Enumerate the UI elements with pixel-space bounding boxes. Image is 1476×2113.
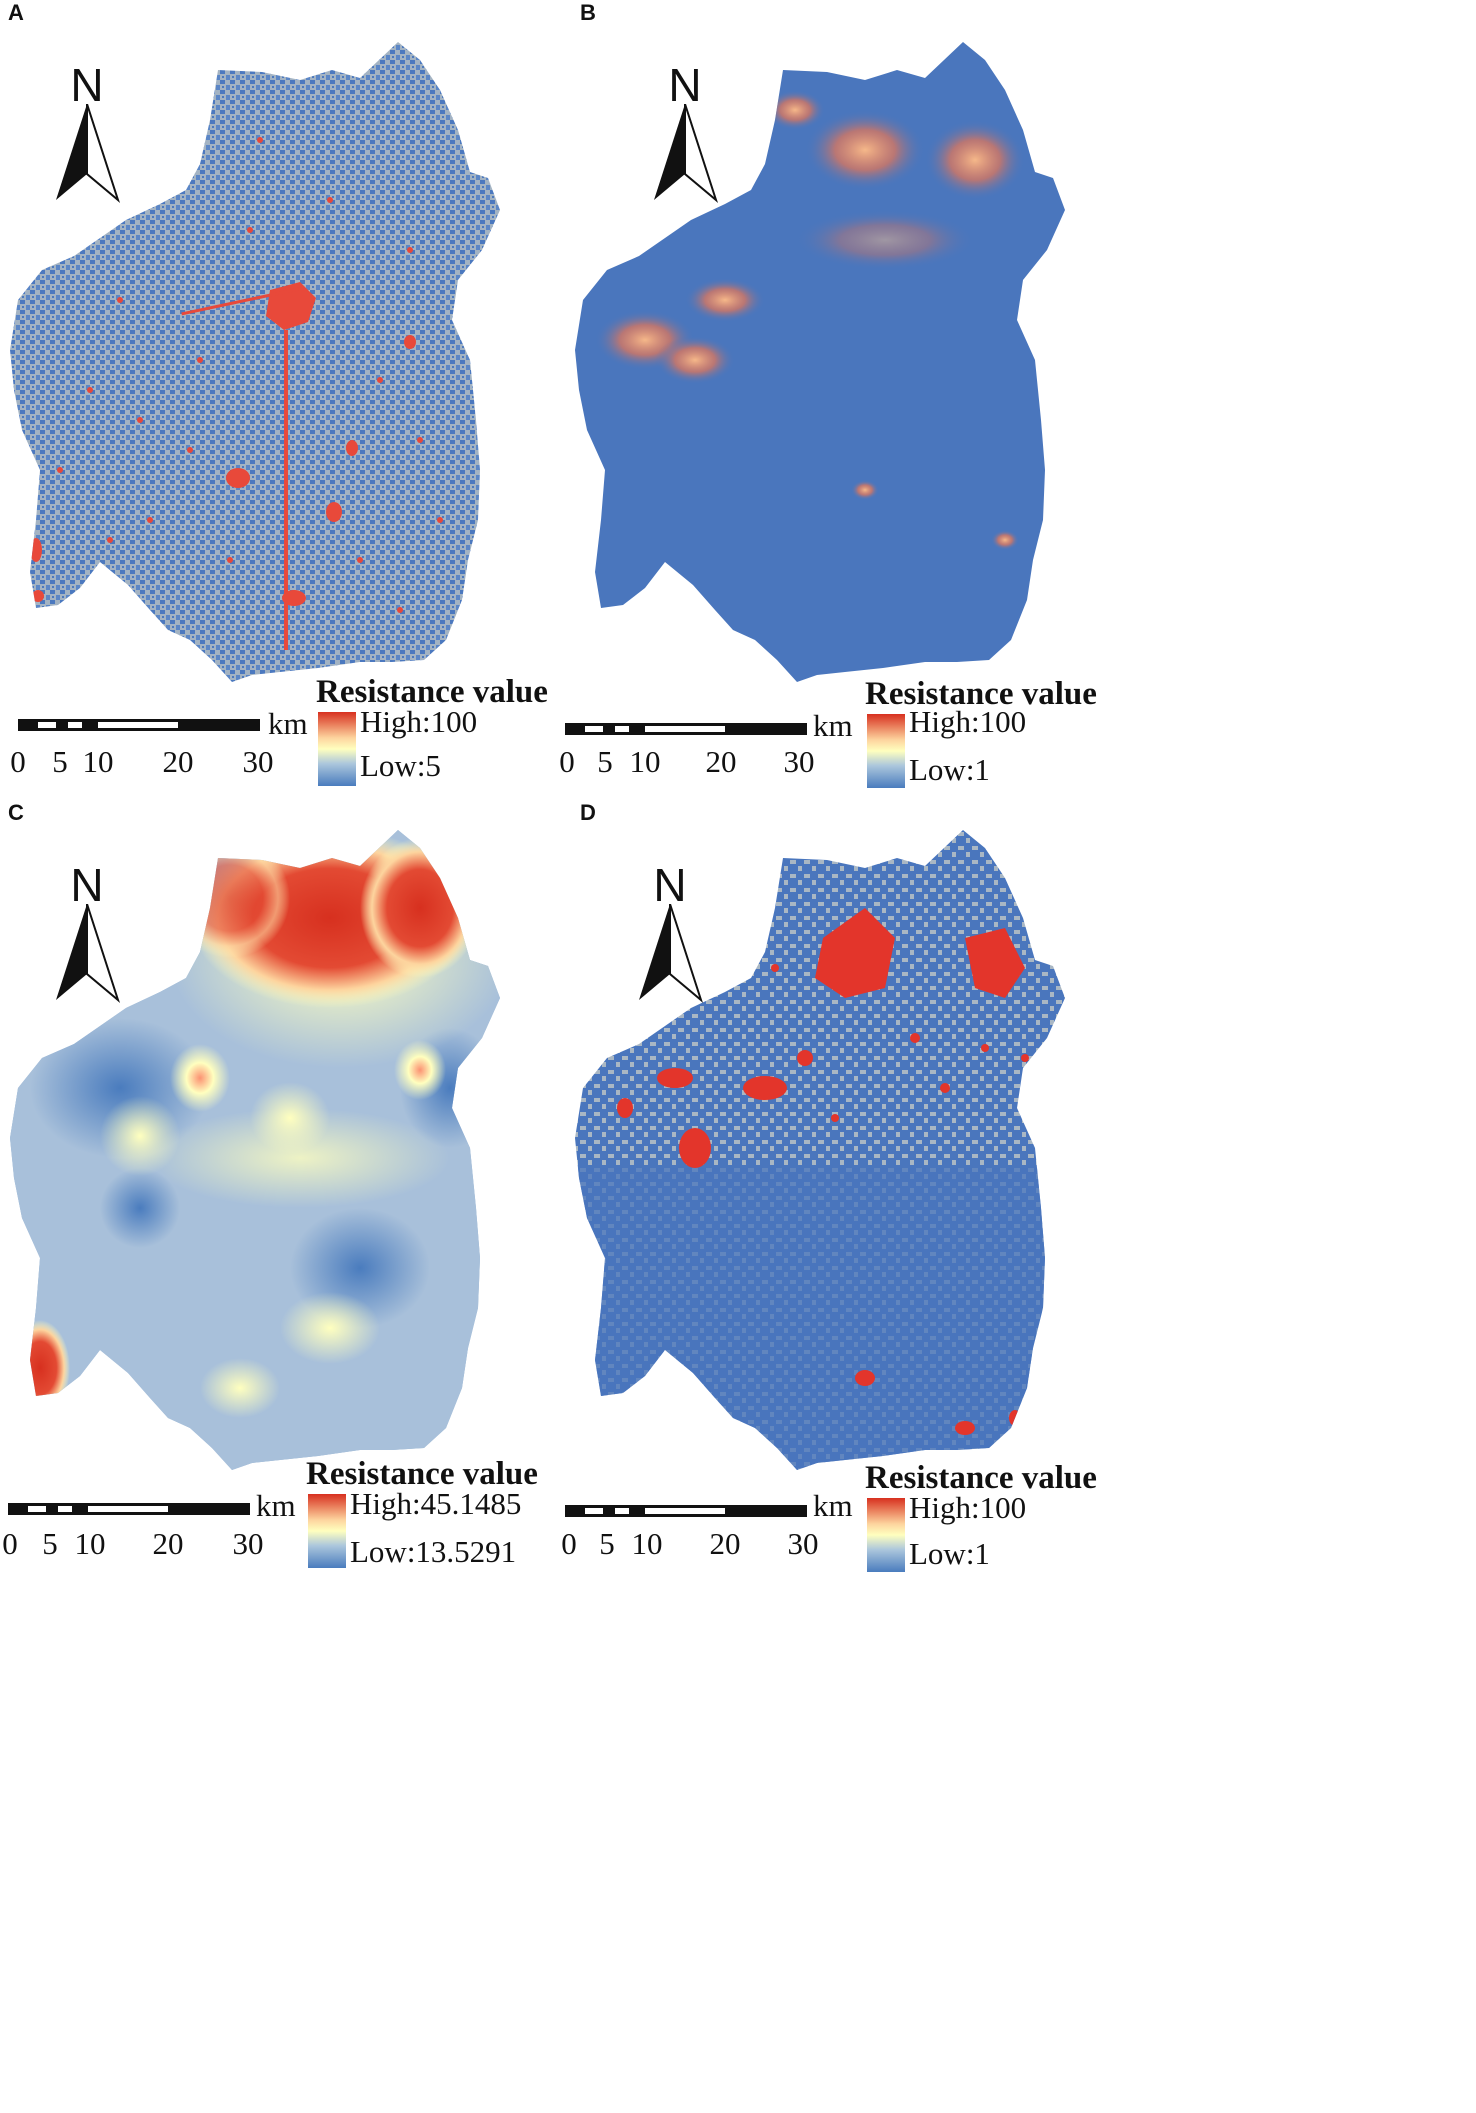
scale-tick: 10 [629, 744, 661, 779]
panel-label: C [8, 800, 24, 825]
scale-tick: 10 [631, 1526, 663, 1561]
resistance-map [575, 42, 1065, 682]
scale-tick: 5 [42, 1526, 58, 1561]
scale-tick: 0 [561, 1526, 577, 1561]
scale-tick: 20 [709, 1526, 741, 1561]
north-arrow: N [635, 859, 705, 1003]
north-arrow-icon [639, 904, 704, 1003]
legend-title: Resistance value [865, 676, 1097, 712]
legend-color-ramp [318, 712, 356, 786]
resistance-map [575, 830, 1065, 1470]
panel-label: A [8, 0, 24, 25]
legend-high-label: High:45.1485 [350, 1486, 522, 1521]
scale-bar-graphic [8, 1503, 250, 1515]
legend-high-label: High:100 [360, 704, 478, 739]
north-label: N [653, 859, 687, 911]
panel-label: D [580, 800, 596, 825]
scale-tick: 30 [232, 1526, 264, 1561]
legend-color-ramp [867, 714, 905, 788]
scale-unit: km [813, 1488, 853, 1523]
scale-unit: km [813, 708, 853, 743]
north-arrow-icon [56, 104, 121, 203]
north-arrow: N [52, 59, 122, 203]
scale-unit: km [268, 706, 308, 741]
legend-high-label: High:100 [909, 704, 1027, 739]
north-arrow: N [650, 59, 720, 203]
resistance-map [10, 830, 500, 1470]
north-arrow: N [52, 859, 122, 1003]
scale-tick: 20 [162, 744, 194, 779]
panel-b: B N Resistance value High:100 Low:1 [555, 0, 1293, 1056]
legend-color-ramp [867, 1498, 905, 1572]
scale-tick: 5 [597, 744, 613, 779]
scale-bar [565, 1504, 807, 1522]
north-arrow-icon [654, 104, 719, 203]
scale-tick: 0 [10, 744, 26, 779]
legend-title: Resistance value [306, 1456, 538, 1492]
panel-label: B [580, 0, 596, 25]
scale-bar-graphic [565, 723, 807, 735]
legend-low-label: Low:5 [360, 748, 441, 783]
legend-high-label: High:100 [909, 1490, 1027, 1525]
scale-tick: 30 [242, 744, 274, 779]
scale-tick: 0 [559, 744, 575, 779]
north-arrow-icon [56, 904, 121, 1003]
scale-tick: 30 [787, 1526, 819, 1561]
scale-tick: 10 [82, 744, 114, 779]
panel-d: D [555, 800, 1293, 1856]
legend-low-label: Low:1 [909, 1536, 990, 1571]
legend-low-label: Low:13.5291 [350, 1534, 517, 1569]
panel-a: A N Resistance value High: [0, 0, 738, 1056]
legend-title: Resistance value [316, 674, 548, 710]
scale-bar-graphic [18, 719, 260, 731]
scale-bar [565, 722, 807, 740]
scale-tick: 30 [783, 744, 815, 779]
north-label: N [70, 59, 104, 111]
scale-bar-graphic [565, 1505, 807, 1517]
legend-title: Resistance value [865, 1460, 1097, 1496]
resistance-map [10, 42, 500, 682]
north-label: N [668, 59, 702, 111]
scale-tick: 10 [74, 1526, 106, 1561]
scale-bar [18, 718, 260, 736]
scale-tick: 20 [705, 744, 737, 779]
scale-bar [8, 1502, 250, 1520]
north-label: N [70, 859, 104, 911]
legend-low-label: Low:1 [909, 752, 990, 787]
scale-tick: 20 [152, 1526, 184, 1561]
panel-c: C N [0, 800, 738, 1856]
legend-color-ramp [308, 1494, 346, 1568]
scale-tick: 5 [599, 1526, 615, 1561]
scale-tick: 5 [52, 744, 68, 779]
scale-tick: 0 [2, 1526, 18, 1561]
scale-unit: km [256, 1488, 296, 1523]
